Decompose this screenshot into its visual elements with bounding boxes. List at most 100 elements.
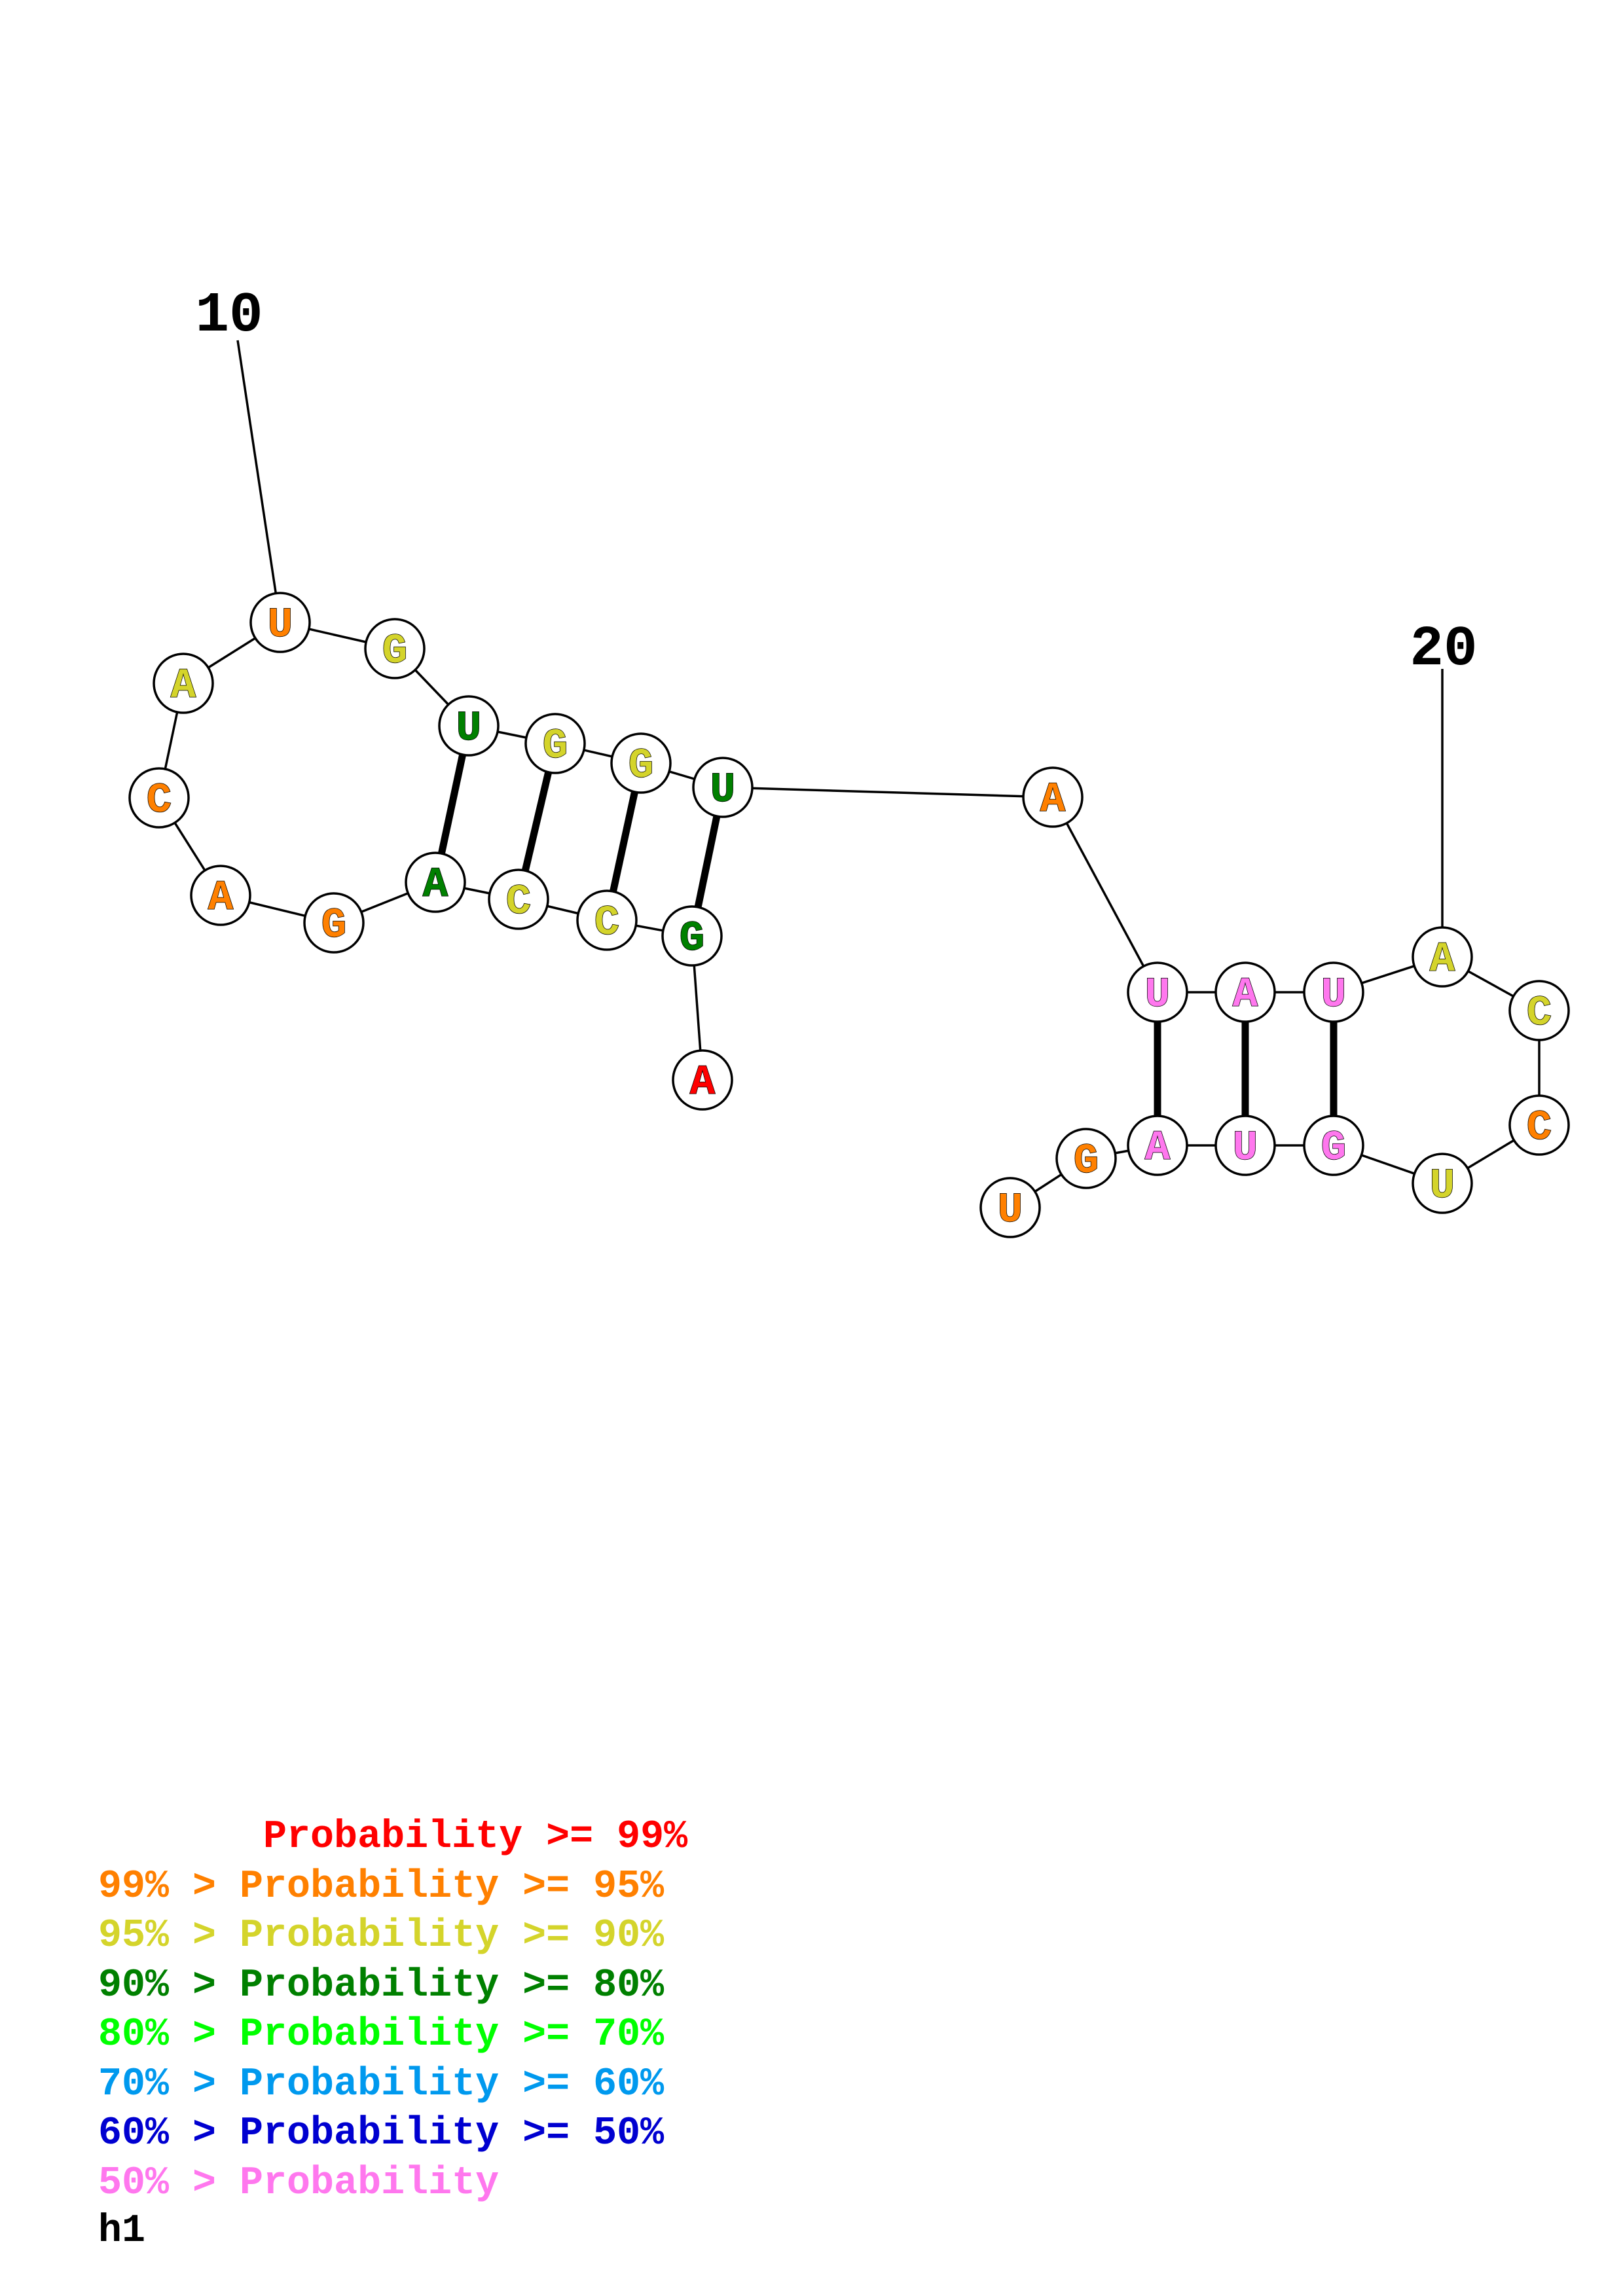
nucleotide-node: U <box>692 757 754 818</box>
nucleotide-circle <box>153 653 214 714</box>
nucleotide-base-label: A <box>1040 777 1066 824</box>
legend-row: 95% > Probability >= 90% <box>98 1914 665 1958</box>
nucleotide-circle <box>1214 961 1276 1023</box>
nucleotide-node: U <box>979 1177 1041 1238</box>
nucleotide-base-label: A <box>208 875 234 922</box>
nucleotide-circle <box>1127 961 1188 1023</box>
nucleotide-base-label: C <box>1527 1105 1552 1152</box>
base-pair-lines <box>438 753 1338 1116</box>
nucleotide-node: G <box>1055 1128 1117 1189</box>
nucleotide-circle <box>1303 961 1364 1023</box>
nucleotide-node: U <box>1127 961 1188 1023</box>
nucleotide-circle <box>610 732 672 794</box>
nucleotide-base-label: A <box>1430 937 1455 984</box>
nucleotide-node: G <box>610 732 672 794</box>
nucleotide-base-label: U <box>998 1187 1023 1234</box>
nucleotide-circle <box>576 889 638 951</box>
nucleotide-node: A <box>405 852 466 913</box>
base-pair-line <box>521 771 553 872</box>
nucleotide-circle <box>1412 926 1473 988</box>
position-ticks: 10 20 <box>195 283 1478 957</box>
nucleotide-base-label: A <box>1145 1125 1171 1172</box>
legend-row: 70% > Probability >= 60% <box>98 2062 665 2107</box>
nucleotide-node: U <box>1214 1115 1276 1176</box>
nucleotide-circle <box>1127 1115 1188 1176</box>
nucleotide-node: A <box>1127 1115 1188 1176</box>
nucleotide-base-label: U <box>1145 972 1170 1019</box>
nucleotide-base-label: G <box>680 916 704 963</box>
nucleotide-node: C <box>128 767 190 829</box>
nucleotide-circle <box>488 869 549 930</box>
nucleotide-base-label: C <box>1527 990 1552 1037</box>
nucleotide-circle <box>190 865 251 926</box>
nucleotide-circle <box>1214 1115 1276 1176</box>
nucleotide-base-label: A <box>690 1060 716 1107</box>
nucleotide-base-label: G <box>321 903 346 950</box>
nucleotide-node: G <box>661 905 723 967</box>
nucleotide-base-label: C <box>594 900 619 947</box>
nucleotide-base-label: U <box>1430 1163 1455 1210</box>
legend-row: 90% > Probability >= 80% <box>98 1963 665 2008</box>
nucleotide-circle <box>1412 1153 1473 1214</box>
nucleotide-node: G <box>303 892 365 954</box>
nucleotide-circle <box>979 1177 1041 1238</box>
nucleotide-base-label: A <box>171 663 196 710</box>
nucleotide-circle <box>249 592 311 653</box>
nucleotide-base-label: U <box>1233 1125 1258 1172</box>
nucleotide-circle <box>128 767 190 829</box>
nucleotide-circle <box>1508 1094 1570 1156</box>
nucleotide-node: U <box>249 592 311 653</box>
nucleotide-base-label: G <box>629 743 653 790</box>
nucleotide-base-label: C <box>506 879 531 926</box>
backbone-segment <box>722 786 1053 798</box>
nucleotide-node: C <box>1508 1094 1570 1156</box>
nucleotide-node: U <box>438 695 500 757</box>
nucleotide-base-label: G <box>543 723 568 770</box>
nucleotide-node: A <box>153 653 214 714</box>
nucleotide-circle <box>524 713 586 774</box>
nucleotide-circle <box>1022 766 1084 828</box>
nucleotide-circle <box>1303 1115 1364 1176</box>
probability-legend: Probability >= 99% 99% > Probability >= 9… <box>98 1813 687 2208</box>
nucleotide-base-label: G <box>382 628 407 675</box>
nucleotide-circle <box>1055 1128 1117 1189</box>
nucleotide-node: G <box>524 713 586 774</box>
nucleotide-node: A <box>190 865 251 926</box>
position-tick-line <box>236 340 282 623</box>
nucleotide-base-label: G <box>1321 1125 1346 1172</box>
nucleotide-circle <box>672 1049 733 1111</box>
nucleotide-node: C <box>488 869 549 930</box>
nucleotide-node: U <box>1303 961 1364 1023</box>
structure-title: h1 <box>98 2209 146 2253</box>
nucleotide-node: G <box>364 618 426 679</box>
nucleotide-node: A <box>1412 926 1473 988</box>
nucleotide-circle <box>405 852 466 913</box>
nucleotide-circle <box>438 695 500 757</box>
nucleotide-circle <box>692 757 754 818</box>
nucleotide-node: G <box>1303 1115 1364 1176</box>
base-pair-line <box>694 815 721 908</box>
nucleotide-node: A <box>1022 766 1084 828</box>
legend-row: 60% > Probability >= 50% <box>98 2111 665 2156</box>
backbone-segment <box>1051 797 1159 993</box>
nucleotide-circle <box>1508 980 1570 1041</box>
nucleotide-circle <box>364 618 426 679</box>
nucleotide-node: A <box>672 1049 733 1111</box>
position-label: 10 <box>195 283 263 348</box>
legend-row: Probability >= 99% <box>98 1815 688 1859</box>
nucleotide-base-label: C <box>147 778 172 825</box>
nucleotide-circle <box>303 892 365 954</box>
nucleotide-base-label: U <box>268 602 293 649</box>
nucleotide-base-label: U <box>456 706 481 753</box>
nucleotide-base-label: A <box>423 862 448 909</box>
nucleotide-base-label: U <box>710 767 735 814</box>
nucleotide-node: A <box>1214 961 1276 1023</box>
legend-row: 80% > Probability >= 70% <box>98 2013 665 2057</box>
nucleotide-base-label: G <box>1074 1138 1099 1185</box>
legend-row: 50% > Probability <box>98 2161 500 2206</box>
nucleotide-node: U <box>1412 1153 1473 1214</box>
nucleotide-base-label: A <box>1233 972 1258 1019</box>
nucleotide-circle <box>661 905 723 967</box>
nucleotide-base-label: U <box>1321 972 1346 1019</box>
